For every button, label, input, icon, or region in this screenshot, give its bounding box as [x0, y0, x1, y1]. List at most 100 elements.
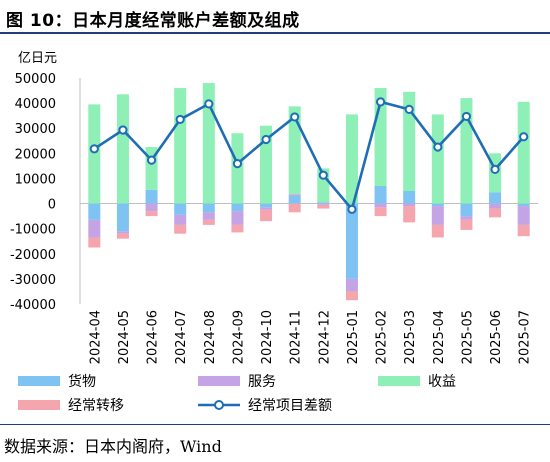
services-bar: [88, 219, 101, 238]
transfers-bar: [116, 233, 129, 239]
transfers-bar: [317, 204, 330, 209]
x-tick-label: 2024-08: [203, 310, 218, 364]
x-tick-label: 2024-05: [117, 310, 132, 364]
transfers-bar: [202, 219, 215, 225]
x-tick-label: 2024-04: [88, 310, 103, 364]
axis-layer: 亿日元 50000 40000 30000 20000 10000 0 -10000 -2000…: [10, 51, 538, 364]
y-tick-label: 10000: [15, 172, 56, 187]
goods-bar: [403, 191, 416, 204]
services-bar: [403, 203, 416, 207]
x-tick-label: 2025-06: [489, 310, 504, 364]
income-bar: [116, 94, 129, 204]
services-bar: [489, 203, 502, 209]
income-bar: [517, 101, 530, 204]
y-tick-label: -40000: [10, 298, 56, 313]
balance-point: [519, 132, 529, 142]
x-tick-label: 2024-10: [260, 310, 275, 364]
x-tick-label: 2024-06: [146, 310, 161, 364]
balance-point: [290, 112, 300, 122]
income-bar: [174, 88, 187, 204]
transfers-bar: [88, 237, 101, 248]
y-tick-label: 20000: [15, 147, 56, 162]
y-tick-label: -30000: [10, 273, 56, 288]
title-divider: [0, 32, 550, 34]
services-bar: [260, 207, 273, 210]
income-bar: [88, 104, 101, 204]
services-bar: [116, 231, 129, 234]
transfers-bar: [489, 208, 502, 218]
balance-line: [93, 100, 525, 213]
goods-bar: [317, 202, 330, 204]
income-bar: [288, 106, 301, 195]
current-account-chart: 亿日元 50000 40000 30000 20000 10000 0 -10000 -2000…: [10, 51, 538, 414]
balance-point: [146, 155, 157, 165]
x-tick-label: 2025-02: [375, 310, 390, 364]
y-tick-label: 30000: [15, 122, 56, 137]
goods-bar: [517, 203, 530, 207]
legend-marker: [214, 400, 224, 410]
y-tick-label: 40000: [15, 97, 56, 112]
balance-point: [404, 104, 414, 114]
legend-balance: 经常项目差额: [198, 398, 332, 414]
balance-point: [175, 114, 185, 125]
balance-point: [89, 144, 99, 154]
y-tick-label: 0: [48, 198, 56, 213]
transfers-bar: [374, 207, 387, 217]
legend-transfers: 经常转移: [18, 398, 124, 414]
goods-bar: [489, 192, 502, 204]
income-bar: [403, 91, 416, 191]
services-bar: [231, 211, 244, 225]
line-layer: [89, 97, 529, 214]
transfers-bar: [431, 224, 444, 238]
transfers-bar: [174, 224, 187, 234]
transfers-bar: [288, 203, 301, 213]
balance-point: [204, 99, 214, 109]
services-bar: [174, 214, 187, 225]
balance-point: [461, 111, 472, 122]
x-tick-label: 2024-09: [231, 310, 246, 364]
transfers-bar: [231, 224, 244, 233]
legend-swatch: [18, 376, 60, 386]
transfers-bar: [260, 209, 273, 222]
x-tick-label: 2025-05: [460, 310, 475, 364]
goods-bar: [288, 196, 301, 204]
legend-swatch: [378, 376, 420, 386]
balance-point: [261, 134, 271, 145]
x-tick-label: 2025-01: [346, 310, 361, 364]
legend-label: 服务: [248, 374, 276, 390]
goods-bar: [345, 203, 358, 279]
goods-bar: [231, 203, 244, 212]
x-tick-label: 2025-07: [518, 310, 533, 364]
goods-bar: [202, 203, 215, 213]
goods-bar: [374, 185, 387, 204]
transfers-bar: [517, 224, 530, 237]
legend-label: 货物: [68, 373, 96, 390]
goods-bar: [145, 189, 158, 204]
goods-bar: [88, 203, 101, 220]
balance-point: [490, 164, 500, 175]
goods-bar: [174, 203, 187, 215]
balance-point: [433, 142, 443, 152]
services-bar: [374, 203, 387, 208]
income-bar: [345, 114, 358, 204]
services-bar: [517, 206, 530, 225]
y-tick-label: -20000: [10, 248, 56, 263]
source-divider: [0, 424, 550, 425]
services-bar: [460, 216, 473, 220]
balance-point: [375, 97, 386, 107]
goods-bar: [460, 203, 473, 217]
legend-services: 服务: [198, 374, 276, 390]
x-tick-label: 2025-04: [432, 310, 447, 364]
services-bar: [317, 203, 330, 205]
y-axis-label: 亿日元: [18, 51, 57, 66]
legend-swatch: [18, 400, 60, 410]
transfers-bar: [403, 206, 416, 223]
goods-bar: [260, 203, 273, 208]
y-tick-label: 50000: [15, 72, 56, 87]
x-tick-label: 2025-03: [403, 310, 418, 364]
income-bar: [260, 125, 273, 204]
services-bar: [431, 206, 444, 225]
income-bar: [202, 83, 215, 204]
balance-point: [118, 125, 128, 135]
services-bar: [288, 194, 301, 197]
